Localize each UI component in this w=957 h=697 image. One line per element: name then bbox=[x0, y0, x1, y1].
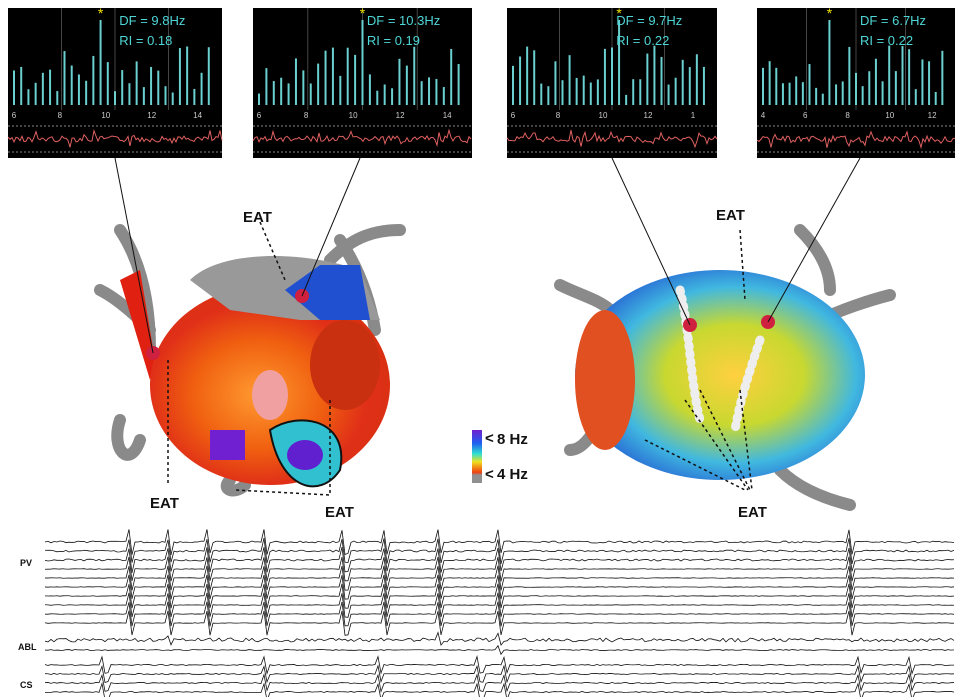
freq-tick: 10 bbox=[599, 111, 608, 120]
egm-line bbox=[44, 556, 955, 582]
legend-low: < bbox=[485, 466, 494, 483]
df-label: DF = 10.3Hz bbox=[367, 13, 440, 28]
trace bbox=[252, 128, 472, 148]
egm-line bbox=[44, 664, 955, 684]
legend-high: 8 Hz bbox=[497, 431, 528, 448]
freq-tick: 8 bbox=[58, 111, 63, 120]
freq-tick: 8 bbox=[304, 111, 309, 120]
egm-line bbox=[44, 592, 955, 618]
trace-label: CS bbox=[20, 680, 33, 690]
egm-line bbox=[44, 631, 955, 646]
freq-tick: 12 bbox=[147, 111, 156, 120]
egm-traces bbox=[44, 529, 955, 697]
legend-low: 4 Hz bbox=[497, 466, 528, 483]
freq-tick: 8 bbox=[845, 111, 850, 120]
egm-line bbox=[44, 565, 955, 591]
freq-tick: 10 bbox=[885, 111, 894, 120]
trace bbox=[7, 128, 223, 148]
egm-line bbox=[44, 547, 955, 573]
eat-label: EAT bbox=[243, 209, 272, 226]
eat-label: EAT bbox=[325, 504, 354, 521]
freq-tick: 1 bbox=[691, 111, 696, 120]
freq-tick: 12 bbox=[928, 111, 937, 120]
peak-marker: * bbox=[616, 5, 622, 21]
egm-line bbox=[44, 610, 955, 636]
trace-label: ABL bbox=[18, 642, 37, 652]
egm-line bbox=[44, 583, 955, 609]
egm-line bbox=[44, 529, 955, 556]
ri-label: RI = 0.22 bbox=[860, 33, 913, 48]
freq-tick: 12 bbox=[644, 111, 653, 120]
df-label: DF = 9.7Hz bbox=[616, 13, 682, 28]
egm-line bbox=[44, 681, 955, 697]
ri-label: RI = 0.18 bbox=[119, 33, 172, 48]
legend-scale bbox=[472, 430, 482, 483]
freq-tick: 6 bbox=[511, 111, 516, 120]
eat-label: EAT bbox=[738, 504, 767, 521]
peak-marker: * bbox=[827, 5, 833, 21]
df-label: DF = 6.7Hz bbox=[860, 13, 926, 28]
peak-marker: * bbox=[98, 5, 104, 21]
eat-label: EAT bbox=[150, 495, 179, 512]
left-map bbox=[94, 157, 406, 497]
trace bbox=[756, 130, 956, 150]
egm-line bbox=[44, 644, 955, 656]
trace-label: PV bbox=[20, 558, 32, 568]
freq-tick: 6 bbox=[257, 111, 262, 120]
trace bbox=[506, 129, 718, 149]
egm-line bbox=[44, 574, 955, 600]
egm-line bbox=[44, 672, 955, 694]
freq-tick: 6 bbox=[803, 111, 808, 120]
freq-tick: 10 bbox=[101, 111, 110, 120]
ri-label: RI = 0.22 bbox=[616, 33, 669, 48]
freq-tick: 10 bbox=[349, 111, 358, 120]
freq-tick: 4 bbox=[761, 111, 766, 120]
freq-tick: 8 bbox=[556, 111, 561, 120]
peak-marker: * bbox=[360, 5, 366, 21]
eat-label: EAT bbox=[716, 207, 745, 224]
df-label: DF = 9.8Hz bbox=[119, 13, 185, 28]
egm-line bbox=[44, 537, 955, 564]
legend-high: < bbox=[485, 430, 494, 447]
egm-line bbox=[44, 654, 955, 675]
ri-label: RI = 0.19 bbox=[367, 33, 420, 48]
egm-line bbox=[44, 601, 955, 627]
freq-tick: 12 bbox=[396, 111, 405, 120]
right-map bbox=[554, 157, 896, 511]
freq-tick: 6 bbox=[12, 111, 17, 120]
freq-tick: 14 bbox=[193, 111, 202, 120]
freq-tick: 14 bbox=[443, 111, 452, 120]
